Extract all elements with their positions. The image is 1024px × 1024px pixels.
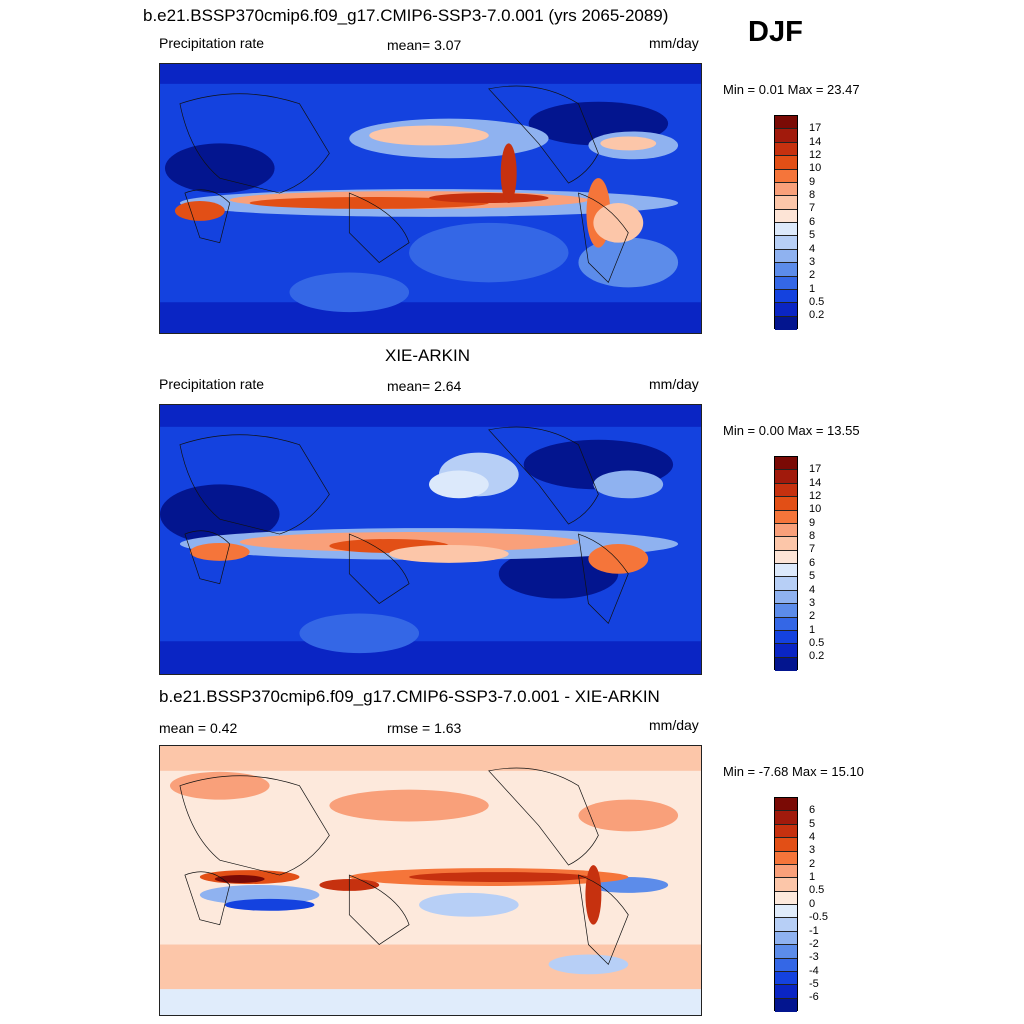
season-label: DJF — [748, 16, 803, 48]
panel-3-rmse-label: rmse = 1.63 — [387, 720, 462, 736]
colorbar-tick: 3 — [809, 844, 816, 856]
colorbar-tick: 8 — [809, 530, 816, 542]
colorbar-tick: -0.5 — [809, 911, 828, 923]
colorbar-tick: 12 — [809, 490, 822, 502]
colorbar-tick: 10 — [809, 162, 822, 174]
colorbar-tick: 17 — [809, 122, 822, 134]
colorbar-tick: 5 — [809, 570, 816, 582]
panel-3-units-label: mm/day — [649, 717, 699, 733]
panel-2-map — [159, 404, 702, 675]
panel-1-minmax-label: Min = 0.01 Max = 23.47 — [723, 82, 860, 97]
colorbar-tick: 3 — [809, 597, 816, 609]
panel-3-title: b.e21.BSSP370cmip6.f09_g17.CMIP6-SSP3-7.… — [159, 687, 660, 706]
colorbar-tick: 0 — [809, 898, 816, 910]
panel-3-colorbar — [774, 797, 798, 1012]
colorbar-tick: 3 — [809, 256, 816, 268]
panel-1-title: b.e21.BSSP370cmip6.f09_g17.CMIP6-SSP3-7.… — [143, 6, 669, 25]
panel-1-variable-label: Precipitation rate — [159, 35, 265, 51]
panel-3-minmax-label: Min = -7.68 Max = 15.10 — [723, 764, 864, 779]
panel-2-mean-label: mean= 2.64 — [387, 378, 462, 394]
colorbar-tick: 6 — [809, 557, 816, 569]
panel-2-title: XIE-ARKIN — [385, 346, 471, 365]
colorbar-tick: 5 — [809, 229, 816, 241]
colorbar-tick: 2 — [809, 269, 816, 281]
colorbar-tick: -5 — [809, 978, 819, 990]
colorbar-tick: 6 — [809, 804, 816, 816]
colorbar-tick: 6 — [809, 216, 816, 228]
colorbar-tick: 0.2 — [809, 309, 825, 321]
colorbar-tick: -2 — [809, 938, 819, 950]
colorbar-tick: 0.2 — [809, 650, 825, 662]
colorbar-tick: 0.5 — [809, 296, 825, 308]
colorbar-tick: 0.5 — [809, 884, 825, 896]
panel-1-colorbar — [774, 115, 798, 330]
panel-1-mean-label: mean= 3.07 — [387, 37, 462, 53]
colorbar-tick: 2 — [809, 858, 816, 870]
panel-2-variable-label: Precipitation rate — [159, 376, 265, 392]
colorbar-tick: -4 — [809, 965, 819, 977]
colorbar-tick: 4 — [809, 243, 816, 255]
panel-1-units-label: mm/day — [649, 35, 699, 51]
colorbar-tick: 1 — [809, 283, 816, 295]
colorbar-tick: 2 — [809, 610, 816, 622]
colorbar-tick: 4 — [809, 831, 816, 843]
colorbar-tick: 0.5 — [809, 637, 825, 649]
colorbar-tick: -3 — [809, 951, 819, 963]
colorbar-tick: 14 — [809, 136, 822, 148]
colorbar-tick: 10 — [809, 503, 822, 515]
panel-2-minmax-label: Min = 0.00 Max = 13.55 — [723, 423, 860, 438]
colorbar-tick: 7 — [809, 543, 816, 555]
colorbar-tick: 1 — [809, 871, 816, 883]
colorbar-tick: 7 — [809, 202, 816, 214]
panel-3-mean-label: mean = 0.42 — [159, 720, 238, 736]
colorbar-tick: 8 — [809, 189, 816, 201]
panel-2-colorbar — [774, 456, 798, 671]
colorbar-tick: 1 — [809, 624, 816, 636]
panel-1-map — [159, 63, 702, 334]
panel-2-units-label: mm/day — [649, 376, 699, 392]
colorbar-tick: 5 — [809, 818, 816, 830]
colorbar-tick: 14 — [809, 477, 822, 489]
colorbar-tick: 9 — [809, 176, 816, 188]
colorbar-tick: 4 — [809, 584, 816, 596]
colorbar-tick: -1 — [809, 925, 819, 937]
colorbar-tick: 9 — [809, 517, 816, 529]
colorbar-tick: -6 — [809, 991, 819, 1003]
panel-3-map — [159, 745, 702, 1016]
colorbar-tick: 12 — [809, 149, 822, 161]
colorbar-tick: 17 — [809, 463, 822, 475]
